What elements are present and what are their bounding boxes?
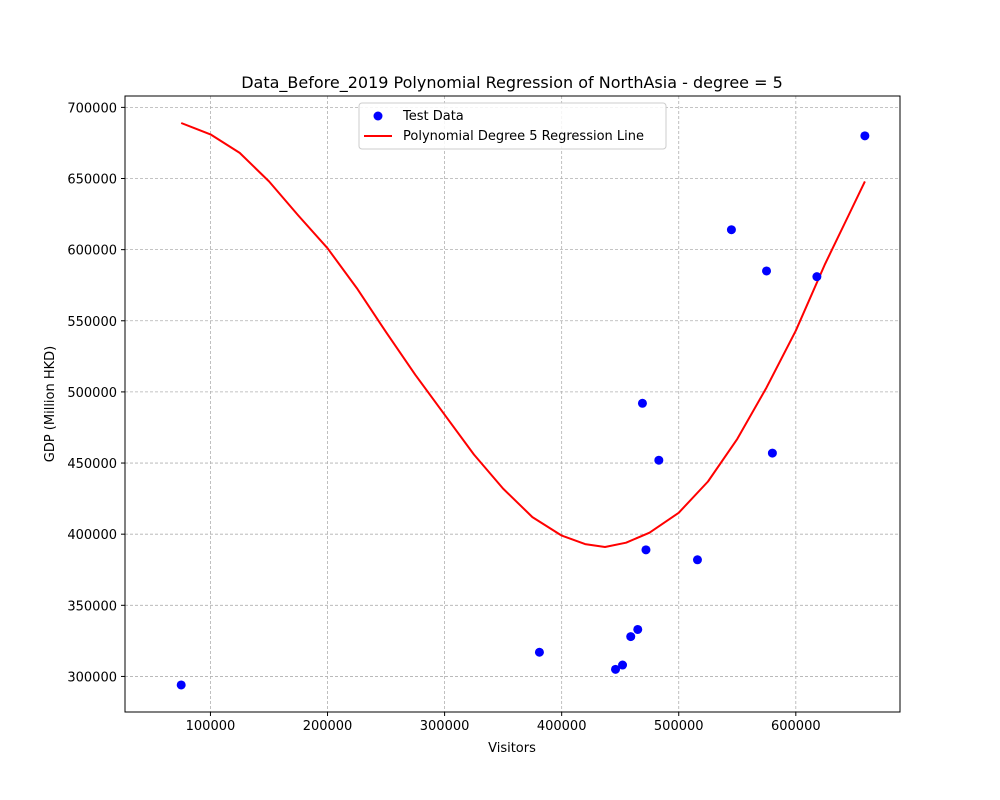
y-tick-label: 500000: [67, 386, 117, 401]
y-tick-label: 700000: [67, 101, 117, 116]
test-data-point: [633, 624, 643, 634]
x-tick-label: 100000: [186, 719, 236, 734]
chart-title: Data_Before_2019 Polynomial Regression o…: [241, 73, 783, 93]
y-tick-label: 650000: [67, 173, 117, 188]
grid-lines: [125, 96, 900, 712]
test-data-point: [654, 455, 664, 465]
y-tick-label: 300000: [67, 670, 117, 685]
y-tick-label: 400000: [67, 528, 117, 543]
test-data-point: [611, 664, 621, 674]
test-data-point: [618, 660, 628, 670]
legend-marker-test-data: [373, 111, 383, 121]
regression-line: [180, 122, 866, 548]
legend-label-test-data: Test Data: [402, 109, 464, 124]
x-tick-label: 600000: [771, 719, 821, 734]
y-axis-label: GDP (Million HKD): [43, 346, 58, 463]
legend: Test Data Polynomial Degree 5 Regression…: [358, 102, 667, 150]
test-data-point: [534, 647, 544, 657]
test-data-point: [812, 272, 822, 282]
test-data-point: [176, 680, 186, 690]
test-data-series: [176, 131, 870, 690]
legend-frame: [358, 102, 667, 150]
x-tick-label: 400000: [537, 719, 587, 734]
test-data-point: [726, 225, 736, 235]
y-tick-label: 550000: [67, 315, 117, 330]
test-data-point: [692, 555, 702, 565]
test-data-point: [637, 398, 647, 408]
test-data-point: [641, 545, 651, 555]
y-tick-label: 350000: [67, 599, 117, 614]
y-axis-ticks: 300000 350000 400000 450000 500000 550000 6000…: [67, 101, 125, 685]
regression-series: [180, 122, 866, 548]
y-tick-label: 450000: [67, 457, 117, 472]
plot-area-frame: [124, 95, 901, 713]
x-tick-label: 500000: [654, 719, 704, 734]
test-data-point: [762, 266, 772, 276]
test-data-point: [767, 448, 777, 458]
legend-label-regression-line: Polynomial Degree 5 Regression Line: [403, 129, 644, 144]
x-axis-ticks: 100000 200000 300000 400000 500000 600000: [186, 712, 821, 734]
x-tick-label: 200000: [303, 719, 353, 734]
test-data-point: [626, 632, 636, 642]
y-tick-label: 600000: [67, 244, 117, 259]
test-data-point: [860, 131, 870, 141]
x-tick-label: 300000: [420, 719, 470, 734]
x-axis-label: Visitors: [488, 741, 536, 756]
